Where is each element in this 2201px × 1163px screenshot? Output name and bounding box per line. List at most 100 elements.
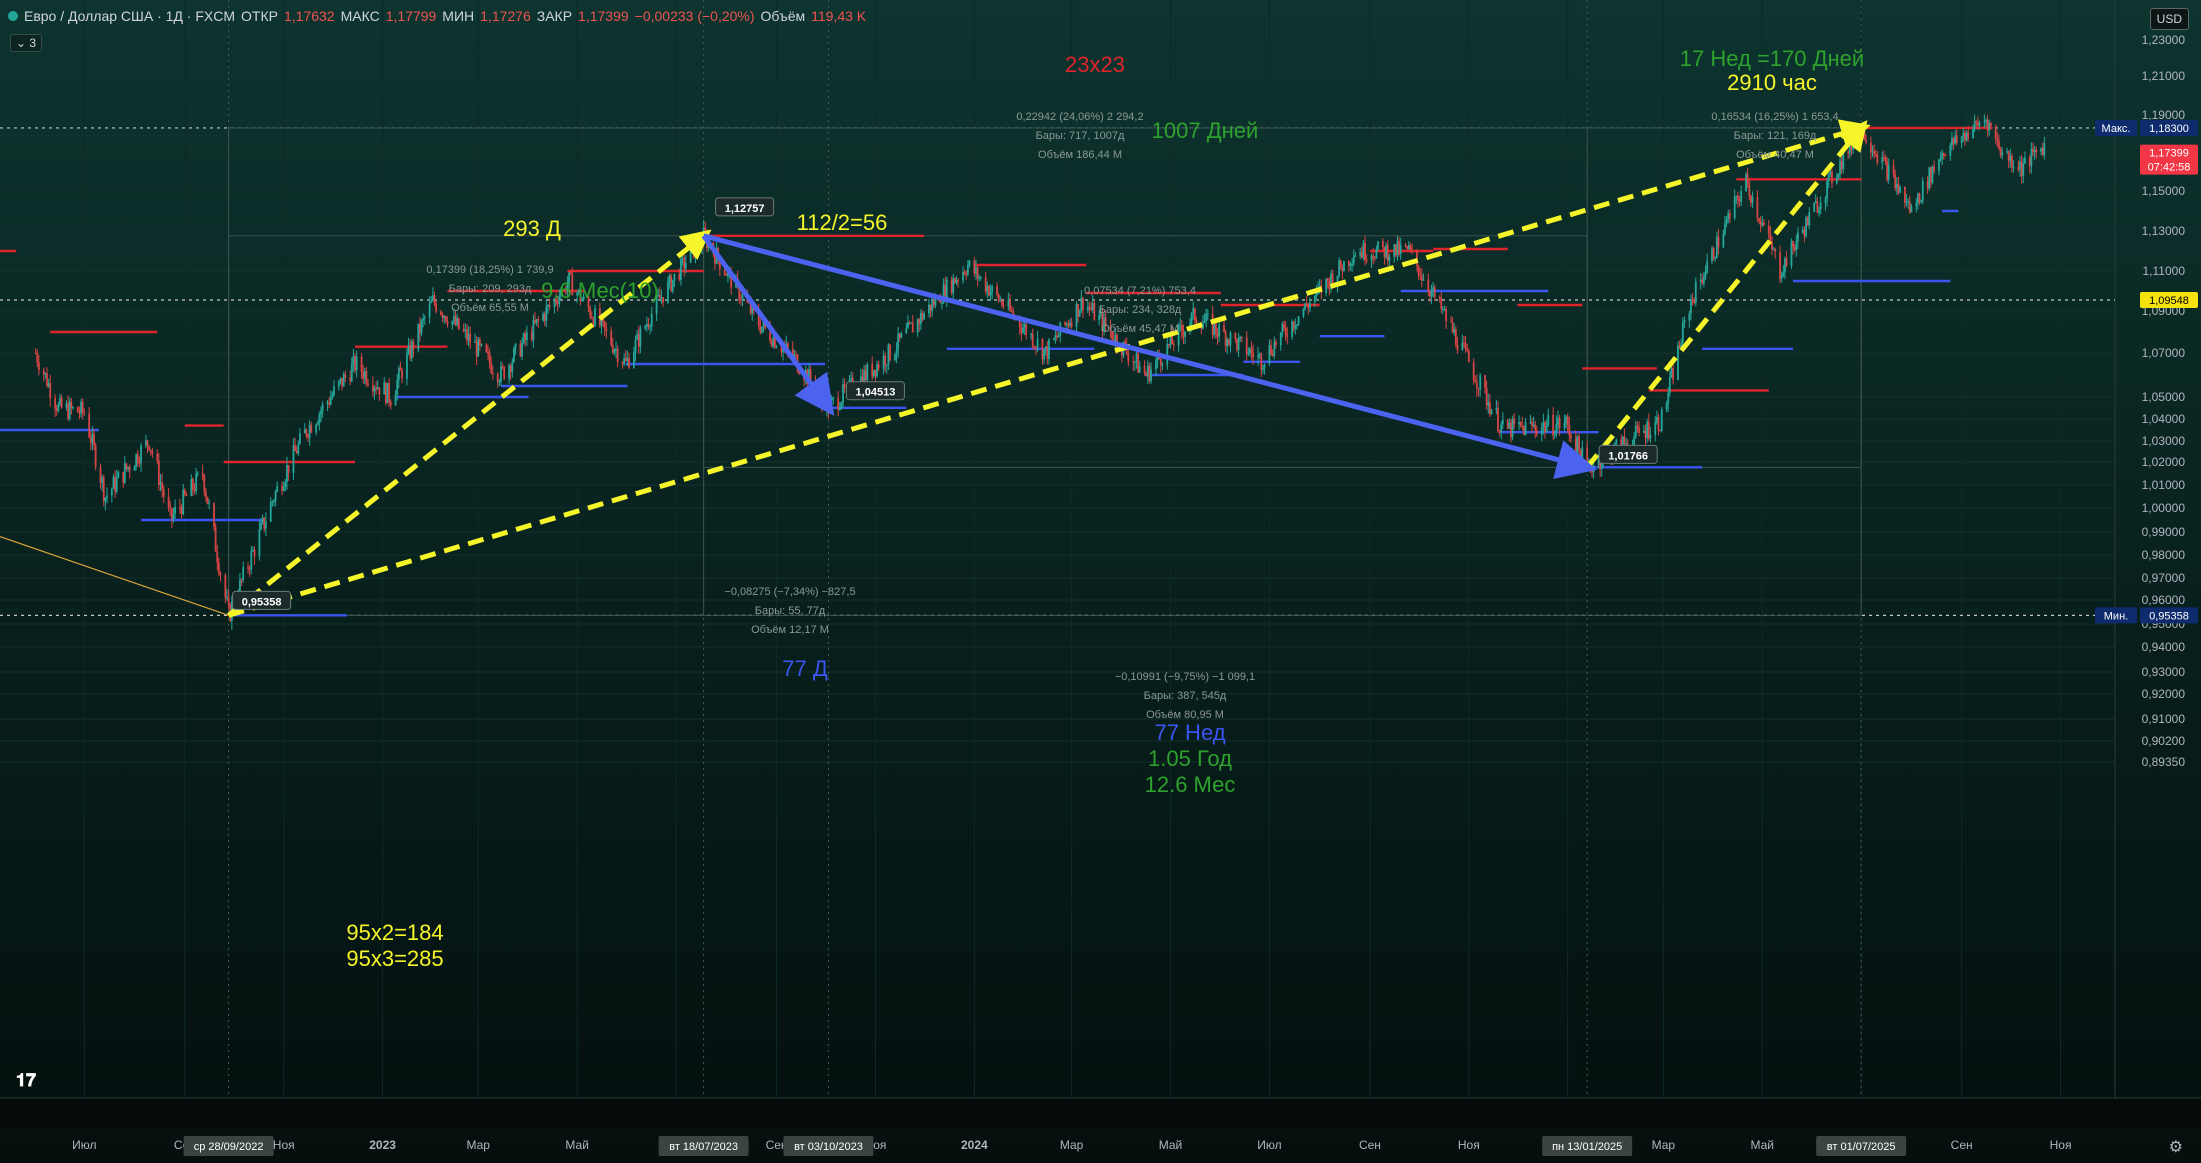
candle-body (1910, 206, 1913, 213)
tradingview-logo-icon[interactable]: 𝟏𝟕 (16, 1070, 37, 1090)
candle-body (1171, 334, 1174, 345)
price-marker-value: 1,17399 (2149, 148, 2189, 160)
candle-body (496, 373, 499, 383)
candle-body (616, 348, 619, 363)
symbol-title[interactable]: Евро / Доллар США · 1Д · FXCM (24, 8, 236, 24)
candle-body (206, 496, 209, 504)
candle-body (680, 258, 682, 280)
candle-body (182, 489, 185, 514)
low-value: 1,17276 (480, 8, 531, 24)
chart-annotation: 77 Нед (1154, 720, 1225, 745)
candle-body (1570, 435, 1572, 439)
open-value: 1,17632 (283, 8, 335, 24)
currency-button[interactable]: USD (2149, 8, 2189, 30)
candle-body (1347, 261, 1350, 266)
symbol-legend[interactable]: Евро / Доллар США · 1Д · FXCM ОТКР 1,1763… (8, 8, 866, 24)
candle-body (1976, 122, 1979, 126)
candle-body (1951, 138, 1953, 146)
candle-body (1552, 414, 1555, 436)
candle-body (466, 329, 468, 341)
candle-body (872, 369, 875, 377)
candle-body (1001, 300, 1003, 306)
candle-body (1296, 324, 1298, 326)
candle-body (1654, 422, 1657, 436)
candle-body (46, 373, 48, 387)
candle-body (889, 344, 891, 360)
candle-body (1490, 409, 1493, 415)
trendlines[interactable] (0, 119, 1871, 618)
candle-body (963, 272, 966, 275)
candle-body (525, 332, 528, 341)
candle-body (730, 270, 733, 288)
candle-body (919, 312, 922, 324)
gear-icon[interactable]: ⚙ (2168, 1139, 2183, 1156)
candle-body (1931, 166, 1934, 183)
candle-body (908, 322, 911, 324)
candle-body (832, 398, 835, 400)
candle-body (1150, 369, 1152, 382)
candle-body (589, 307, 592, 317)
pivot-label-box (845, 381, 905, 401)
candle-body (1451, 321, 1454, 333)
close-label: ЗАКР (536, 8, 573, 24)
date-highlight-box (783, 1136, 874, 1156)
candle-body (772, 337, 775, 347)
candle-body (81, 401, 84, 413)
candle-body (762, 321, 765, 327)
candle-body (1929, 167, 1932, 183)
candle-body (1524, 422, 1527, 435)
candle-body (670, 275, 673, 291)
candle-body (1294, 325, 1297, 329)
candle-body (624, 358, 627, 361)
candle-body (2009, 155, 2012, 161)
candle-body (1127, 353, 1130, 362)
candle-body (326, 402, 329, 405)
candle-body (67, 403, 69, 419)
time-tick-label: Ноя (1458, 1138, 1480, 1152)
candle-body (2012, 166, 2015, 168)
candle-body (350, 363, 353, 382)
date-highlight-box (1816, 1136, 1907, 1156)
candle-body (250, 551, 253, 570)
candle-body (320, 411, 322, 415)
candle-body (1399, 245, 1402, 254)
candle-body (748, 302, 750, 304)
high-label: МАКС (340, 8, 380, 24)
candle-body (1109, 326, 1112, 332)
candle-body (273, 500, 275, 502)
candle-body (373, 387, 376, 392)
candle-body (1643, 430, 1645, 433)
candle-body (1182, 331, 1185, 337)
candle-body (1706, 261, 1709, 273)
price-tick-label: 1,23000 (2142, 33, 2186, 47)
candle-body (1638, 427, 1640, 433)
candle-body (639, 328, 642, 347)
candle-body (1563, 422, 1566, 428)
candle-body (242, 567, 245, 580)
candle-body (1184, 331, 1187, 337)
price-tick-label: 0,92000 (2142, 687, 2186, 701)
candle-body (303, 429, 306, 434)
candle-body (714, 254, 716, 264)
candle-body (1023, 324, 1026, 328)
candle-body (1318, 285, 1321, 288)
indicators-toggle[interactable]: ⌄ 3 (10, 34, 43, 52)
candle-body (683, 257, 686, 269)
candle-body (1466, 348, 1469, 351)
candle-body (1915, 203, 1918, 207)
candle-body (388, 383, 390, 402)
time-tick-label: 2024 (961, 1138, 988, 1152)
candle-body (887, 344, 890, 366)
candle-body (691, 243, 694, 248)
candle-body (514, 343, 517, 349)
candle-body (94, 445, 97, 468)
time-tick-label: Май (1159, 1138, 1183, 1152)
candle-body (1190, 313, 1193, 324)
candle-body (1313, 295, 1316, 303)
candle-body (1681, 322, 1684, 344)
candle-body (1500, 424, 1503, 433)
candle-body (1782, 272, 1785, 277)
candle-body (1252, 352, 1255, 358)
candle-body (149, 449, 152, 451)
